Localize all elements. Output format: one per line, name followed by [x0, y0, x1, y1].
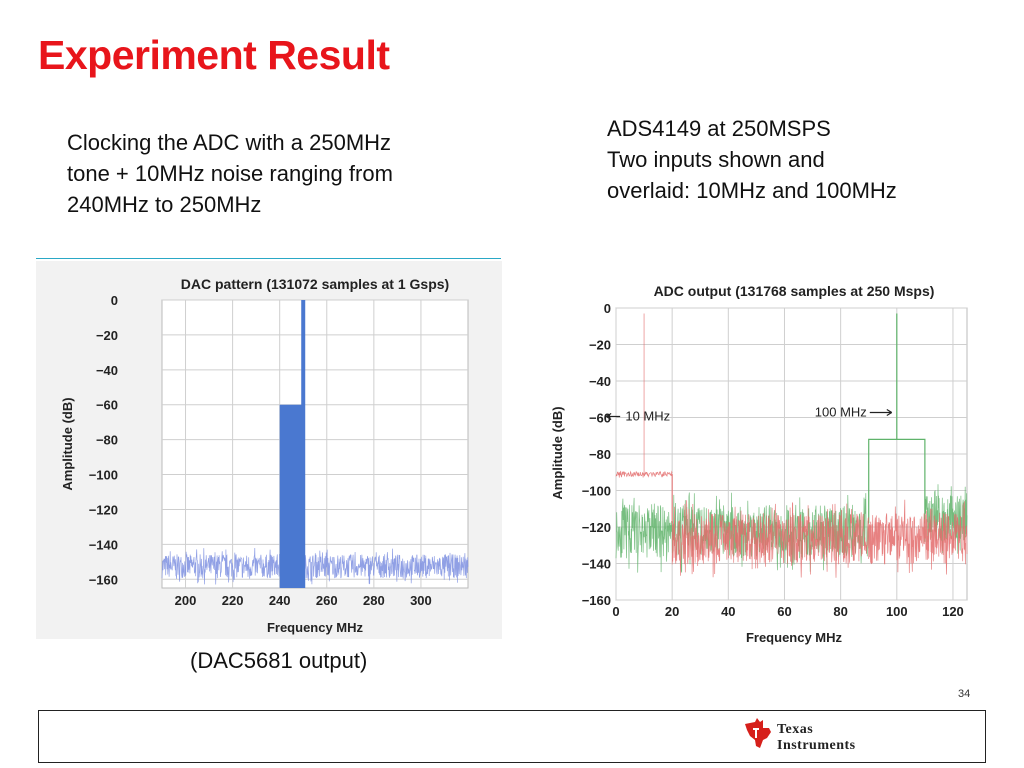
- y-tick-label: −40: [589, 374, 611, 389]
- annotation-label: 100 MHz: [815, 405, 867, 420]
- y-tick-label: −140: [89, 537, 118, 552]
- y-tick-label: 0: [111, 293, 118, 308]
- noise-floor-trace: [161, 547, 469, 585]
- y-tick-label: −120: [89, 502, 118, 517]
- chart-title: ADC output (131768 samples at 250 Msps): [654, 283, 935, 299]
- x-tick-label: 200: [175, 593, 197, 608]
- x-tick-label: 280: [363, 593, 385, 608]
- y-tick-label: −20: [96, 328, 118, 343]
- left-description-line: Clocking the ADC with a 250MHz: [67, 130, 392, 155]
- chart-title: DAC pattern (131072 samples at 1 Gsps): [181, 276, 449, 292]
- x-axis-label: Frequency MHz: [746, 630, 843, 645]
- texas-instruments-logo-icon: [745, 718, 771, 748]
- section-divider: [36, 258, 501, 259]
- right-description-line: ADS4149 at 250MSPS: [607, 116, 831, 141]
- y-tick-label: −80: [589, 447, 611, 462]
- x-tick-label: 20: [665, 604, 679, 619]
- y-axis-label: Amplitude (dB): [550, 406, 565, 499]
- y-tick-label: −140: [582, 557, 611, 572]
- x-tick-label: 60: [777, 604, 791, 619]
- x-tick-label: 100: [886, 604, 908, 619]
- annotation-label: 10 MHz: [625, 409, 670, 424]
- logo-text-line1: Texas: [777, 722, 814, 737]
- left-description-line: tone + 10MHz noise ranging from: [67, 161, 393, 186]
- dac-pattern-chart: DAC pattern (131072 samples at 1 Gsps) 0 −…: [36, 261, 502, 639]
- right-description-line: overlaid: 10MHz and 100MHz: [607, 178, 897, 203]
- noise-band-bar: [279, 404, 304, 588]
- x-tick-label: 80: [833, 604, 847, 619]
- page-number: 34: [958, 688, 971, 700]
- annotation-arrow: [869, 408, 893, 417]
- annotation-arrow: [605, 412, 621, 421]
- y-tick-label: −160: [582, 593, 611, 608]
- left-description: Clocking the ADC with a 250MHz tone + 10…: [67, 127, 467, 220]
- left-description-line: 240MHz to 250MHz: [67, 192, 262, 217]
- y-tick-label: −80: [96, 433, 118, 448]
- right-description-line: Two inputs shown and: [607, 147, 825, 172]
- x-tick-label: 220: [222, 593, 244, 608]
- red-noise-trace: [671, 499, 968, 578]
- y-tick-label: −160: [89, 572, 118, 587]
- slide-title: Experiment Result: [38, 32, 390, 78]
- y-axis-label: Amplitude (dB): [60, 397, 75, 490]
- x-tick-label: 0: [612, 604, 619, 619]
- y-tick-label: −60: [96, 398, 118, 413]
- y-tick-label: −100: [89, 468, 118, 483]
- footer-bar: [38, 710, 986, 763]
- x-tick-label: 260: [316, 593, 338, 608]
- adc-output-chart: ADC output (131768 samples at 250 Msps) 0…: [550, 283, 968, 645]
- x-axis-label: Frequency MHz: [267, 620, 364, 635]
- x-tick-label: 240: [269, 593, 291, 608]
- tone-bar: [301, 300, 306, 588]
- x-tick-label: 120: [942, 604, 964, 619]
- green-noise-trace: [615, 492, 870, 574]
- x-tick-label: 300: [410, 593, 432, 608]
- logo-text-line2: Instruments: [777, 738, 856, 753]
- y-tick-label: −120: [582, 520, 611, 535]
- y-tick-label: −100: [582, 484, 611, 499]
- chart-caption: (DAC5681 output): [190, 648, 368, 673]
- y-tick-label: −40: [96, 363, 118, 378]
- y-tick-label: −60: [589, 411, 611, 426]
- y-tick-label: 0: [604, 301, 611, 316]
- x-tick-label: 40: [721, 604, 735, 619]
- plot-area: [161, 299, 469, 589]
- y-tick-label: −20: [589, 338, 611, 353]
- right-description: ADS4149 at 250MSPS Two inputs shown and …: [607, 113, 1007, 206]
